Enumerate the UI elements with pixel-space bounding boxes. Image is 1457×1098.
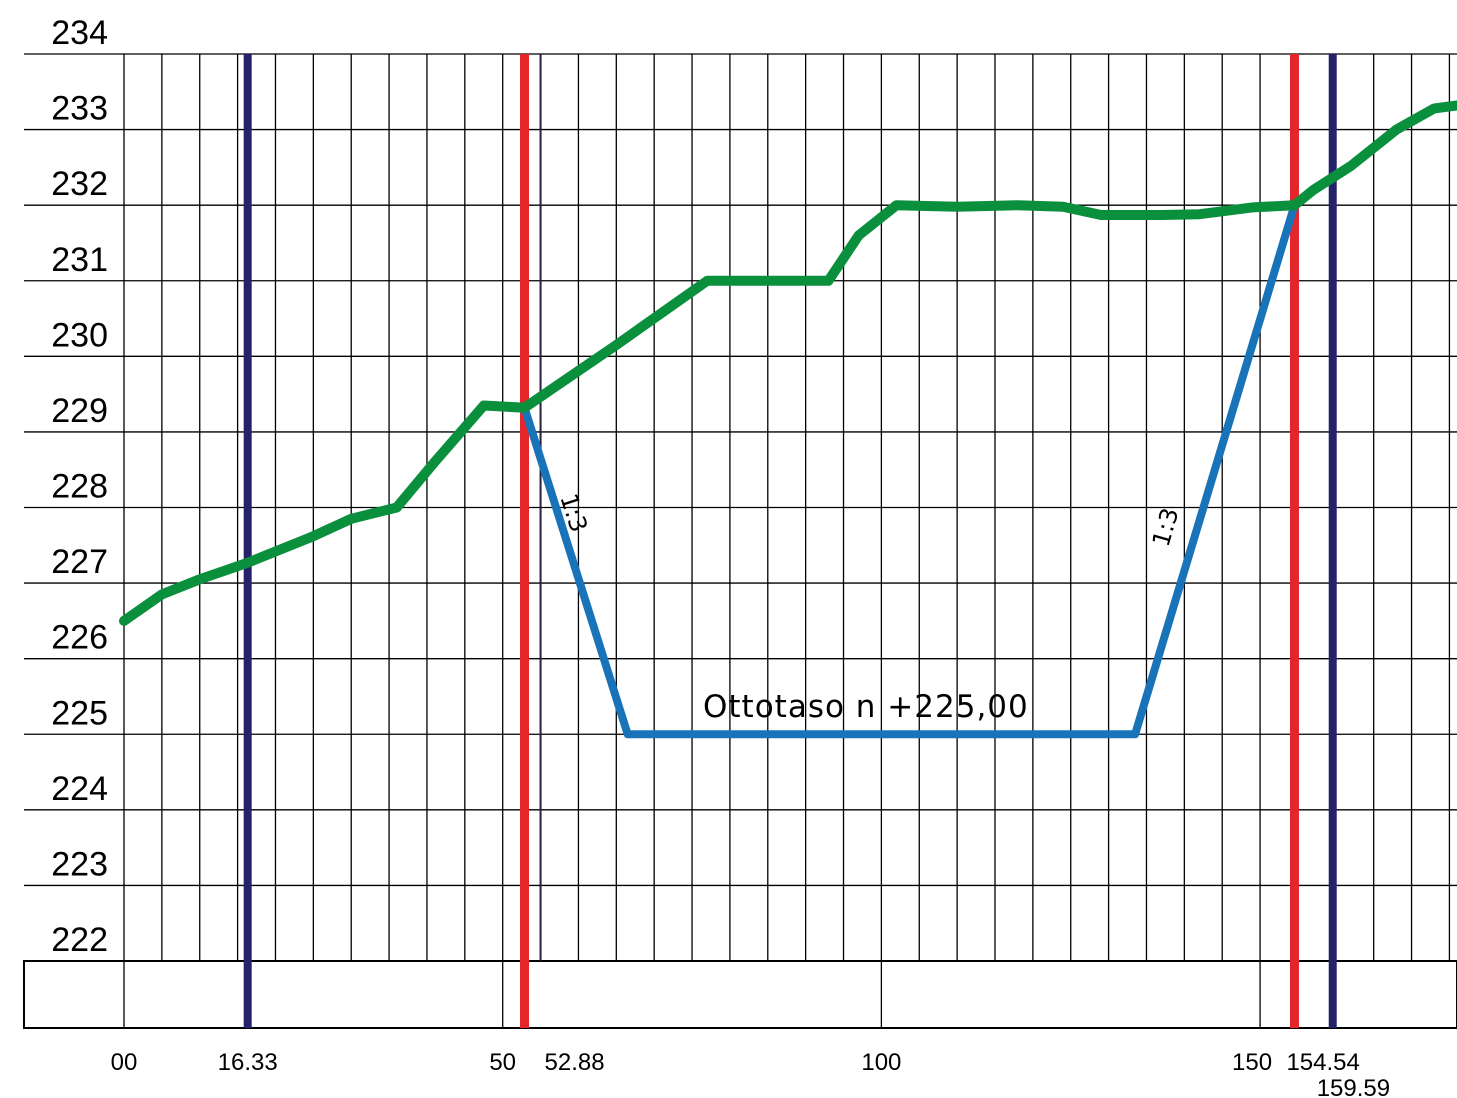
y-axis-label: 234 — [51, 14, 108, 52]
y-axis-label: 232 — [51, 165, 108, 203]
y-axis-label: 224 — [51, 770, 108, 808]
x-axis-label: 100 — [861, 1049, 901, 1076]
y-axis-label: 227 — [51, 543, 108, 581]
y-axis-label: 226 — [51, 619, 108, 657]
right-slope-label: 1:3 — [1147, 505, 1185, 550]
y-axis-label: 223 — [51, 845, 108, 883]
grid — [24, 53, 1457, 962]
x-axis-label: 150 — [1232, 1049, 1272, 1076]
y-axis-label: 228 — [51, 468, 108, 506]
bottom-level-annotation: Ottotaso n +225,00 — [703, 689, 1029, 725]
x-axis-label: 00 — [111, 1049, 138, 1076]
excavation-profile-line — [520, 201, 1299, 739]
y-axis-label: 229 — [51, 392, 108, 430]
y-axis-label: 225 — [51, 694, 108, 732]
distance-strip — [23, 960, 1457, 1029]
x-axis-label: 154.54 — [1286, 1049, 1359, 1076]
y-axis-labels: 234 233 232 231 230 229 228 227 226 225 224 223 222 — [51, 14, 108, 959]
x-axis-label: 50 — [489, 1049, 516, 1076]
x-axis-label: 159.59 — [1317, 1075, 1390, 1098]
x-axis-label: 16.33 — [218, 1049, 278, 1076]
y-axis-label: 230 — [51, 316, 108, 354]
distance-strip-frame — [23, 960, 1457, 1029]
vertical-markers — [243, 54, 1337, 1028]
y-axis-label: 222 — [51, 921, 108, 959]
y-axis-label: 233 — [51, 90, 108, 128]
y-axis-label: 231 — [51, 241, 108, 279]
ground-profile-line — [119, 100, 1457, 626]
x-axis-label: 52.88 — [545, 1049, 605, 1076]
